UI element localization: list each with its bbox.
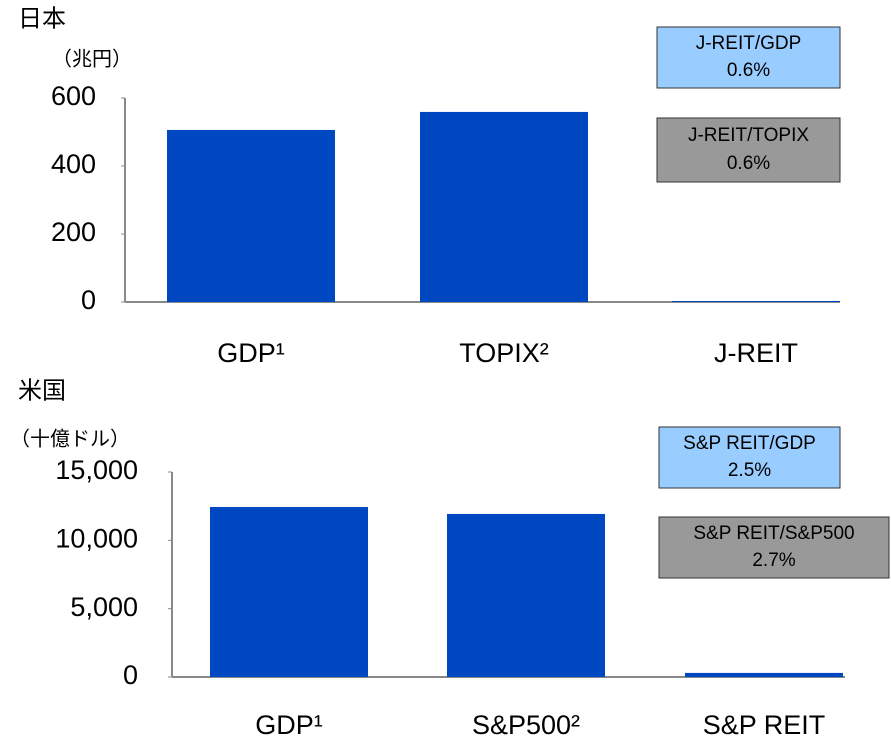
y-tick-label: 15,000 (55, 455, 138, 485)
annotation-box (656, 117, 841, 183)
annotation-text: S&P REIT/S&P500 (693, 523, 854, 544)
bar (685, 672, 843, 677)
bar (420, 111, 588, 302)
bar (672, 300, 840, 302)
section-title: 米国 (18, 377, 66, 404)
x-tick-label: S&P500² (472, 710, 580, 740)
section-title: 日本 (18, 5, 66, 32)
x-tick-label: GDP¹ (217, 338, 285, 368)
bar (167, 129, 335, 302)
unit-label: （十億ドル） (10, 427, 130, 450)
y-tick-label: 400 (51, 149, 96, 179)
x-tick-label: S&P REIT (703, 710, 826, 740)
bar (210, 506, 368, 677)
bar (447, 513, 605, 677)
annotation-text: 0.6% (727, 153, 770, 174)
annotation-box (658, 516, 890, 579)
x-tick-label: J-REIT (714, 338, 798, 368)
annotation-box (656, 26, 841, 89)
x-tick-label: TOPIX² (459, 338, 549, 368)
y-tick-label: 0 (81, 285, 96, 315)
y-tick-label: 600 (51, 81, 96, 111)
annotation-text: S&P REIT/GDP (683, 433, 816, 454)
annotation-text: J-REIT/GDP (696, 33, 802, 54)
annotation-text: 0.6% (727, 60, 770, 81)
unit-label: （兆円） (52, 47, 132, 70)
y-tick-label: 10,000 (55, 523, 138, 553)
annotation-text: J-REIT/TOPIX (688, 125, 809, 146)
annotation-box (658, 426, 841, 489)
y-tick-label: 200 (51, 217, 96, 247)
annotation-text: 2.5% (728, 460, 771, 481)
annotation-text: 2.7% (752, 550, 795, 571)
y-tick-label: 5,000 (70, 592, 138, 622)
x-tick-label: GDP¹ (255, 710, 323, 740)
y-tick-label: 0 (123, 660, 138, 690)
